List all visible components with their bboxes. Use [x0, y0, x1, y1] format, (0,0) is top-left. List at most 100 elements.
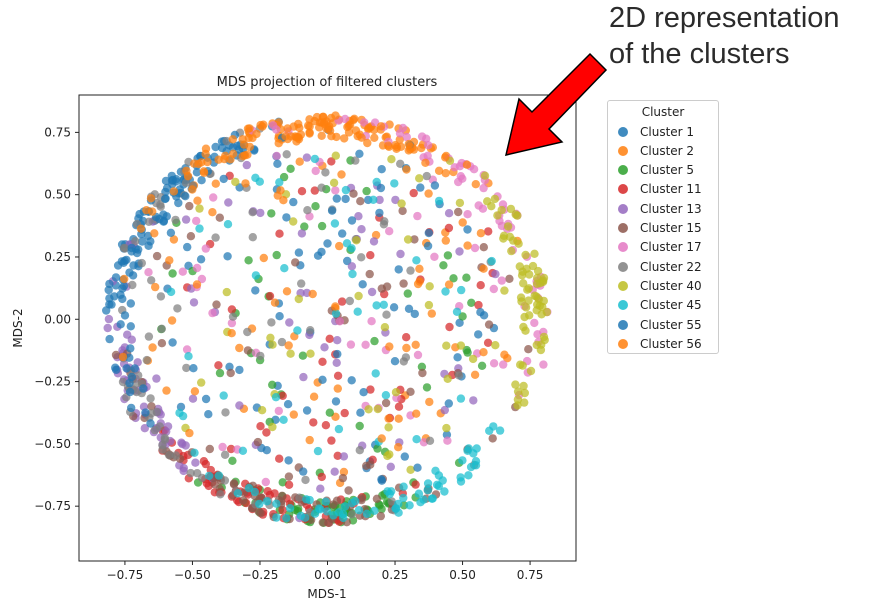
- scatter-point: [268, 422, 277, 432]
- scatter-point: [278, 391, 287, 400]
- scatter-point: [345, 296, 354, 306]
- scatter-point: [189, 298, 199, 307]
- scatter-point: [257, 406, 267, 415]
- scatter-point: [211, 142, 220, 152]
- scatter-point: [500, 350, 509, 359]
- scatter-point: [142, 206, 151, 215]
- scatter-point: [484, 320, 494, 329]
- scatter-point: [524, 345, 533, 354]
- scatter-point: [479, 183, 488, 193]
- scatter-point: [515, 262, 524, 271]
- scatter-point: [228, 135, 237, 144]
- scatter-point: [103, 323, 112, 333]
- x-tick-label: 0.00: [314, 568, 341, 582]
- scatter-point: [252, 129, 261, 139]
- scatter-point: [204, 410, 213, 419]
- scatter-point: [289, 217, 298, 226]
- scatter-point: [356, 197, 365, 206]
- scatter-point: [220, 450, 230, 459]
- scatter-point: [377, 476, 387, 485]
- scatter-point: [219, 174, 228, 184]
- scatter-point: [274, 139, 283, 148]
- scatter-point: [532, 306, 541, 315]
- legend-marker-icon: [618, 165, 628, 176]
- scatter-point: [333, 336, 342, 345]
- scatter-point: [434, 166, 444, 175]
- scatter-point: [406, 387, 415, 396]
- scatter-point: [161, 176, 171, 186]
- scatter-point: [464, 471, 473, 480]
- scatter-point: [516, 293, 526, 302]
- scatter-point: [171, 451, 180, 460]
- legend-marker-icon: [618, 184, 628, 195]
- scatter-point: [372, 177, 381, 187]
- scatter-point: [275, 229, 284, 238]
- legend-label: Cluster 55: [640, 317, 702, 332]
- scatter-point: [469, 165, 479, 174]
- scatter-point: [511, 210, 520, 219]
- scatter-point: [286, 349, 295, 358]
- scatter-point: [434, 471, 444, 480]
- scatter-point: [169, 187, 179, 196]
- scatter-point: [346, 340, 356, 349]
- legend-label: Cluster 2: [640, 143, 695, 158]
- scatter-point: [221, 408, 230, 417]
- scatter-point: [251, 271, 261, 280]
- scatter-point: [376, 122, 386, 131]
- scatter-point: [235, 365, 244, 375]
- scatter-point: [412, 435, 421, 444]
- scatter-point: [409, 188, 418, 198]
- scatter-point: [375, 208, 384, 218]
- scatter-point: [256, 208, 265, 218]
- scatter-point: [266, 333, 275, 342]
- scatter-point: [356, 408, 365, 417]
- scatter-point: [321, 421, 331, 430]
- scatter-point: [384, 141, 393, 150]
- scatter-point: [491, 269, 500, 279]
- scatter-point: [163, 183, 172, 193]
- scatter-point: [156, 292, 166, 301]
- scatter-point: [417, 362, 427, 371]
- scatter-point: [272, 151, 281, 161]
- scatter-point: [344, 486, 353, 495]
- scatter-point: [233, 489, 243, 498]
- scatter-point: [177, 438, 186, 447]
- legend-label: Cluster 1: [640, 124, 695, 139]
- scatter-point: [192, 280, 202, 289]
- scatter-point: [363, 138, 372, 148]
- x-tick-label: −0.25: [242, 568, 279, 582]
- scatter-point: [399, 357, 408, 366]
- scatter-point: [268, 340, 277, 349]
- scatter-point: [479, 348, 488, 357]
- scatter-point: [381, 398, 391, 408]
- scatter-point: [353, 307, 362, 316]
- scatter-point: [526, 366, 536, 376]
- scatter-point: [308, 289, 317, 299]
- scatter-point: [298, 351, 308, 360]
- scatter-point: [413, 350, 423, 360]
- scatter-point: [425, 397, 434, 407]
- scatter-point: [267, 209, 276, 218]
- scatter-point: [301, 475, 310, 485]
- x-tick-label: −0.75: [107, 568, 144, 582]
- scatter-point: [419, 495, 428, 504]
- scatter-point: [297, 187, 307, 196]
- scatter-point: [354, 291, 363, 301]
- scatter-point: [192, 216, 201, 226]
- scatter-point: [309, 418, 318, 427]
- scatter-point: [274, 406, 283, 416]
- scatter-point: [120, 274, 129, 284]
- scatter-point: [147, 276, 156, 285]
- scatter-point: [205, 444, 214, 454]
- scatter-point: [394, 414, 403, 423]
- scatter-point: [317, 183, 326, 192]
- legend-item: Cluster 55: [618, 315, 702, 334]
- scatter-point: [417, 132, 427, 141]
- scatter-point: [181, 215, 191, 224]
- scatter-point: [443, 436, 452, 445]
- scatter-point: [275, 312, 284, 321]
- scatter-point: [333, 349, 342, 359]
- scatter-point: [208, 308, 217, 318]
- scatter-point: [263, 487, 272, 496]
- scatter-point: [332, 358, 341, 367]
